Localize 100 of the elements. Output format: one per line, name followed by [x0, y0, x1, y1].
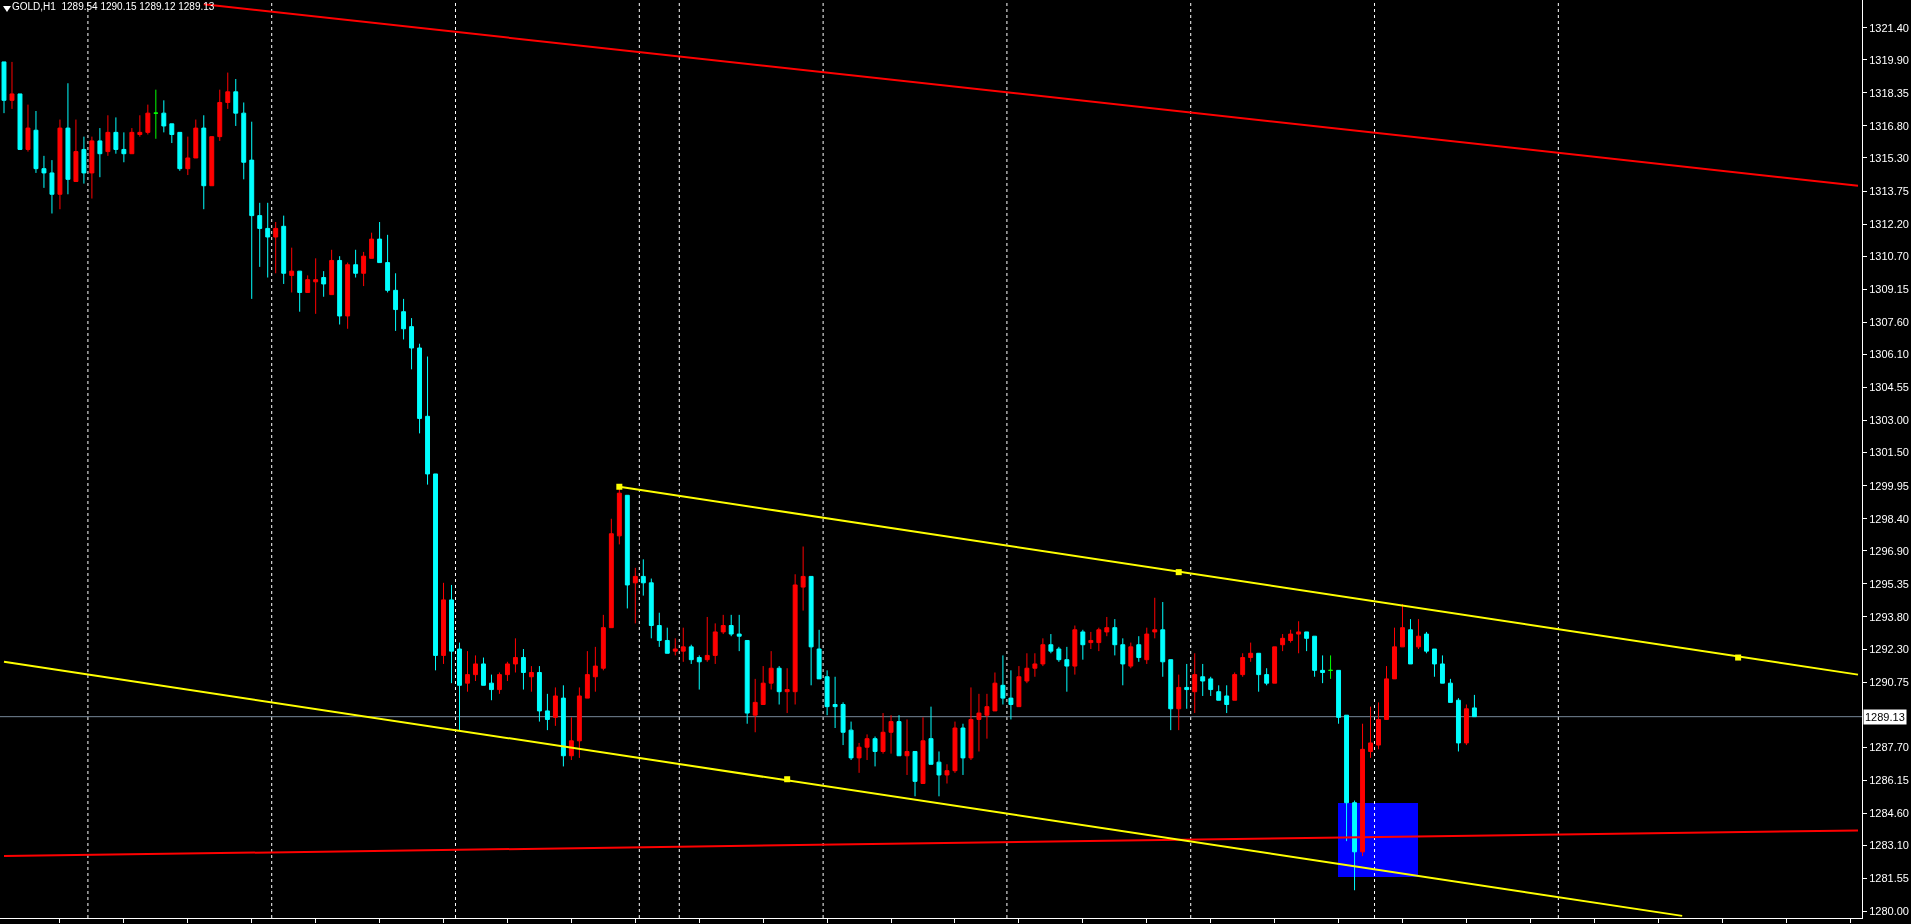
candlestick — [920, 716, 926, 784]
candlestick — [1439, 654, 1445, 684]
candlestick — [832, 676, 838, 729]
candlestick — [1256, 652, 1262, 693]
candlestick — [600, 614, 606, 671]
candlestick — [632, 567, 638, 624]
candlestick — [1, 61, 7, 114]
candlestick — [760, 665, 766, 706]
y-tick-label: 1301.50 — [1869, 446, 1909, 459]
candlestick — [1432, 648, 1437, 678]
candlestick — [744, 639, 750, 725]
candlestick — [1200, 663, 1206, 697]
candlestick — [185, 136, 191, 176]
candlestick — [1288, 629, 1294, 644]
candlestick — [808, 575, 814, 686]
candlestick — [1368, 706, 1373, 759]
y-tick-label: 1296.90 — [1869, 544, 1909, 557]
candlestick — [1384, 665, 1389, 720]
candlestick — [393, 272, 399, 332]
candlestick — [1312, 635, 1318, 678]
candlestick — [768, 650, 774, 691]
candlestick — [568, 716, 574, 761]
candlestick — [576, 686, 582, 759]
candlestick — [592, 646, 598, 693]
candlestick — [337, 255, 343, 325]
candlestick — [896, 714, 902, 757]
candlestick — [584, 650, 590, 699]
chart-title: GOLD,H1 1289.54 1290.15 1289.12 1289.13 — [12, 1, 215, 12]
y-tick-label: 1321.40 — [1869, 21, 1909, 34]
candlestick — [1104, 616, 1110, 637]
candlestick — [369, 232, 375, 259]
candlestick — [688, 644, 694, 665]
candlestick — [1328, 654, 1334, 680]
candlestick — [960, 723, 966, 776]
candlestick — [97, 127, 103, 178]
candlestick — [33, 110, 39, 174]
candlestick — [41, 155, 47, 189]
candlestick — [672, 637, 678, 656]
y-tick-label: 1309.15 — [1869, 283, 1909, 296]
candlestick — [241, 101, 247, 180]
candlestick — [1216, 684, 1222, 701]
y-tick-label: 1303.00 — [1869, 414, 1909, 427]
candlestick — [1400, 603, 1405, 648]
candlestick — [129, 127, 135, 155]
y-tick-label: 1313.75 — [1869, 184, 1909, 197]
candlestick — [201, 114, 207, 210]
y-tick-label: 1283.10 — [1869, 839, 1909, 852]
candlestick — [257, 202, 263, 268]
candlestick — [1064, 646, 1070, 693]
candlestick — [377, 221, 383, 264]
candlestick — [1240, 652, 1246, 678]
ref-line-label: 1289.13 — [1865, 711, 1905, 723]
candlestick — [433, 473, 438, 671]
candlestick — [1024, 652, 1030, 684]
candlestick — [1272, 646, 1278, 684]
y-tick-label: 1286.15 — [1869, 774, 1909, 787]
candlestick — [497, 671, 502, 695]
candlestick — [1192, 652, 1198, 714]
candlestick — [1264, 667, 1270, 686]
point — [784, 776, 791, 783]
y-tick-label: 1298.40 — [1869, 512, 1909, 525]
candlestick — [1136, 635, 1142, 663]
candlestick — [1056, 646, 1062, 663]
candlestick — [752, 678, 758, 733]
candlestick — [1032, 652, 1038, 678]
point — [1735, 654, 1742, 661]
candlestick — [560, 684, 566, 767]
y-tick-label: 1292.30 — [1869, 642, 1909, 655]
candlestick — [265, 202, 271, 279]
candlestick — [1008, 669, 1014, 720]
candlestick — [1376, 701, 1381, 750]
candlestick — [289, 247, 295, 293]
candlestick — [489, 674, 494, 701]
candlestick — [249, 121, 255, 300]
candlestick — [928, 706, 934, 765]
y-tick-label: 1315.30 — [1869, 151, 1909, 164]
candlestick — [1296, 620, 1302, 654]
candlestick — [409, 317, 415, 370]
candlestick — [816, 629, 822, 680]
y-tick-label: 1318.35 — [1869, 86, 1909, 99]
candlestick — [281, 215, 287, 285]
candlestick — [848, 721, 854, 761]
candlestick — [313, 257, 319, 315]
candlestick — [329, 249, 335, 296]
y-tick-label: 1312.20 — [1869, 218, 1909, 231]
candlestick — [1352, 800, 1357, 891]
candlestick — [9, 61, 15, 110]
candlestick — [936, 750, 942, 797]
candlestick — [536, 665, 542, 723]
candlestick — [648, 578, 654, 639]
candlestick — [856, 742, 862, 774]
candlestick — [1088, 631, 1094, 650]
candlestick — [1336, 669, 1342, 725]
candlestick — [193, 119, 199, 159]
y-tick-label: 1299.95 — [1869, 479, 1909, 492]
candlestick — [73, 119, 79, 182]
candlestick — [273, 221, 279, 274]
candlestick — [880, 712, 886, 755]
candlestick — [353, 249, 359, 279]
candlestick — [25, 104, 31, 153]
